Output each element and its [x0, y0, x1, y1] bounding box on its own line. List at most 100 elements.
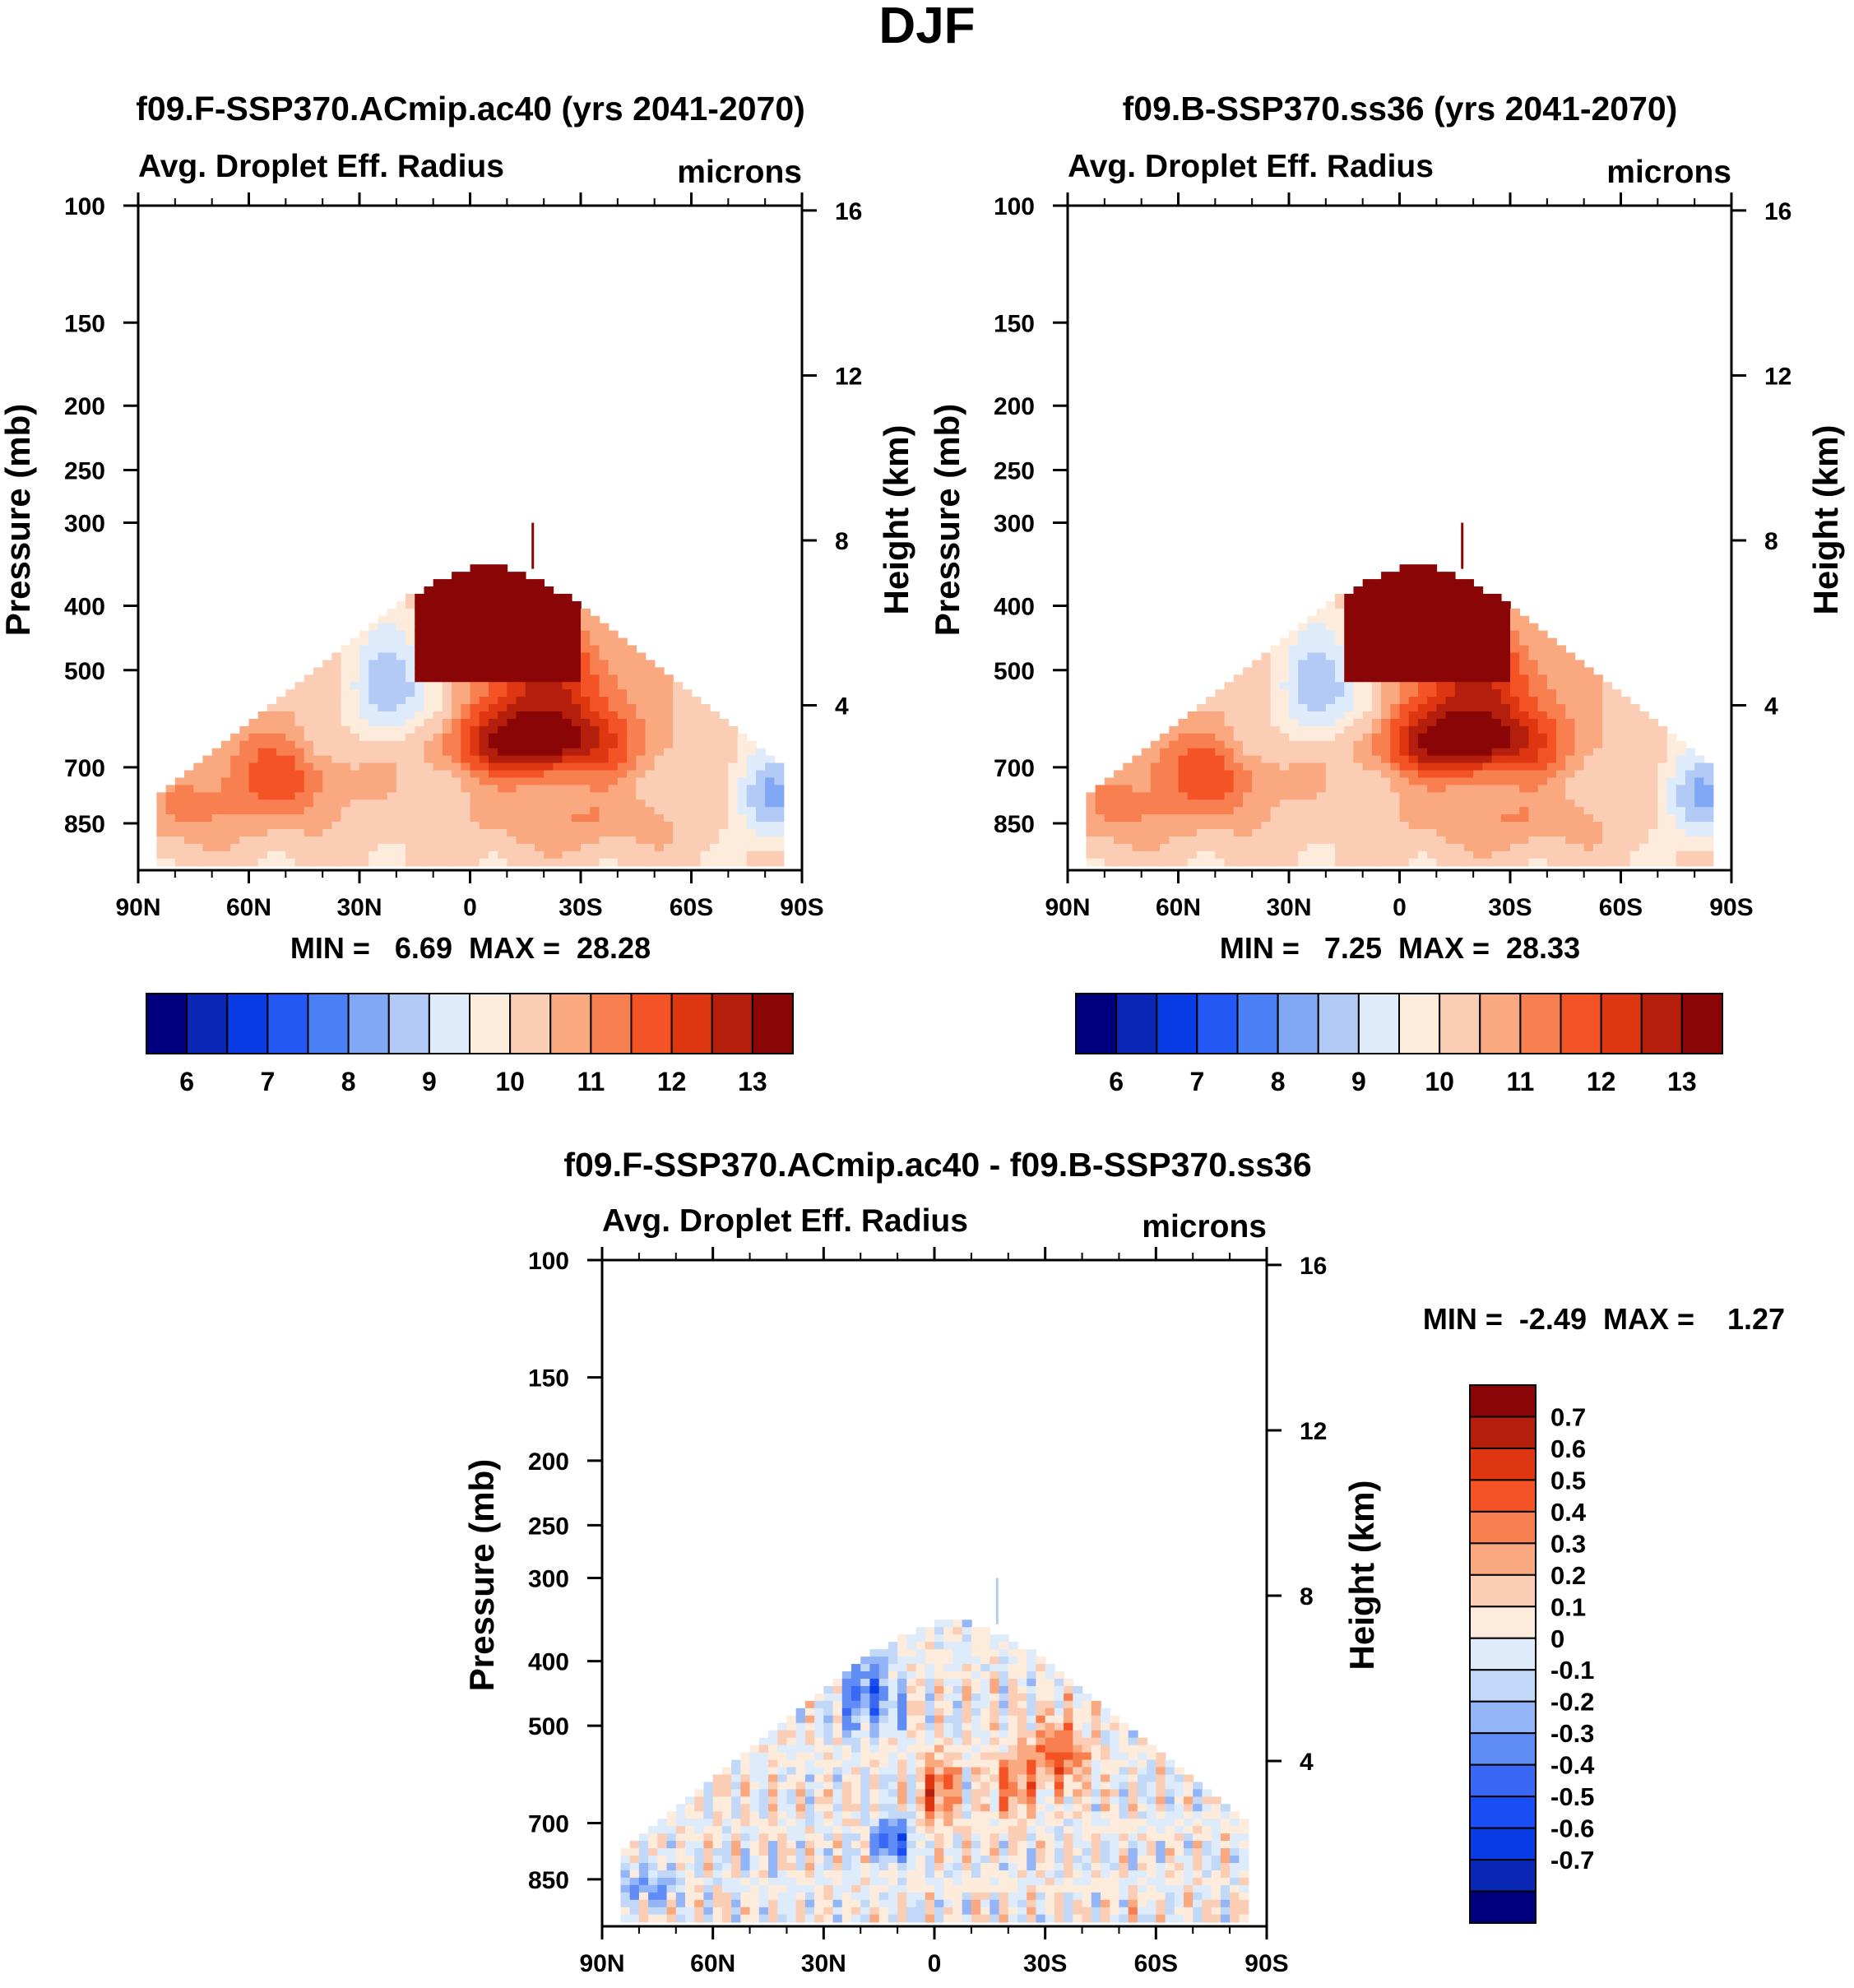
heatmap-cell: [1602, 822, 1613, 830]
heatmap-cell: [396, 608, 406, 617]
heatmap-cell: [758, 1767, 769, 1776]
colorbar-label: 13: [738, 1067, 767, 1096]
heatmap-cell: [1500, 660, 1511, 669]
heatmap-cell: [1445, 836, 1456, 845]
heatmap-cell: [562, 682, 572, 690]
heatmap-cell: [608, 762, 619, 772]
heatmap-cell: [1390, 740, 1401, 749]
heatmap-cell: [1574, 770, 1585, 779]
heatmap-cell: [758, 1907, 769, 1916]
heatmap-cell: [740, 1870, 751, 1879]
heatmap-cell: [851, 1752, 862, 1761]
heatmap-cell: [869, 1737, 880, 1746]
heatmap-cell: [525, 792, 535, 801]
heatmap-cell: [571, 630, 582, 639]
heatmap-cell: [415, 682, 425, 690]
heatmap-cell: [442, 770, 452, 779]
heatmap-cell: [617, 814, 628, 823]
heatmap-cell: [1160, 850, 1170, 860]
heatmap-cell: [516, 674, 526, 684]
heatmap-cell: [1657, 740, 1668, 749]
heatmap-cell: [648, 1870, 659, 1879]
heatmap-cell: [804, 1899, 815, 1908]
heatmap-cell: [304, 822, 314, 830]
heatmap-cell: [1270, 836, 1281, 845]
heatmap-cell: [1289, 748, 1300, 757]
heatmap-cell: [1390, 660, 1401, 669]
heatmap-cell: [1316, 652, 1327, 661]
heatmap-cell: [860, 1737, 871, 1746]
heatmap-cell: [636, 674, 647, 684]
heatmap-cell: [795, 1862, 806, 1871]
heatmap-cell: [1638, 822, 1649, 830]
heatmap-cell: [682, 755, 693, 764]
heatmap-cell: [1629, 725, 1640, 734]
heatmap-cell: [1427, 660, 1438, 669]
heatmap-cell: [184, 829, 195, 837]
heatmap-cell: [452, 770, 462, 779]
heatmap-cell: [507, 697, 517, 705]
heatmap-cell: [897, 1789, 908, 1798]
heatmap-cell: [1307, 660, 1318, 669]
heatmap-cell: [1666, 748, 1677, 757]
heatmap-cell: [814, 1899, 825, 1908]
heatmap-cell: [1298, 652, 1309, 661]
heatmap-cell: [553, 660, 563, 669]
heatmap-cell: [758, 1745, 769, 1754]
heatmap-cell: [461, 822, 471, 830]
heatmap-cell: [267, 858, 277, 867]
heatmap-cell: [1666, 777, 1677, 786]
heatmap-cell: [378, 704, 388, 712]
heatmap-cell: [777, 1819, 788, 1827]
heatmap-cell: [1408, 630, 1419, 639]
heatmap-cell: [719, 770, 730, 779]
heatmap-cell: [1399, 572, 1410, 580]
heatmap-cell: [1491, 770, 1502, 779]
heatmap-cell: [1565, 689, 1576, 697]
heatmap-cell: [906, 1745, 917, 1754]
heatmap-cell: [673, 704, 684, 712]
heatmap-cell: [758, 1833, 769, 1842]
heatmap-cell: [654, 836, 665, 845]
heatmap-cell: [1482, 600, 1493, 609]
heatmap-cell: [1602, 785, 1613, 794]
heatmap-cell: [1500, 718, 1511, 727]
heatmap-cell: [461, 645, 471, 654]
heatmap-cell: [562, 718, 572, 727]
colorbar-label: 8: [1271, 1067, 1286, 1096]
heatmap-cell: [202, 792, 213, 801]
heatmap-cell: [906, 1759, 917, 1768]
heatmap-cell: [804, 1715, 815, 1724]
heatmap-cell: [1261, 682, 1272, 690]
heatmap-cell: [758, 1811, 769, 1820]
heatmap-cell: [1132, 777, 1143, 786]
y-tick-label: 300: [64, 511, 105, 538]
heatmap-cell: [1160, 770, 1170, 779]
heatmap-cell: [581, 637, 591, 646]
heatmap-cell: [1473, 600, 1484, 609]
heatmap-cell: [608, 637, 619, 646]
heatmap-cell: [1390, 858, 1401, 867]
heatmap-cell: [396, 615, 406, 624]
heatmap-cell: [777, 1804, 788, 1813]
heatmap-cell: [294, 843, 305, 852]
heatmap-cell: [479, 667, 489, 676]
heatmap-cell: [534, 697, 545, 705]
heatmap-cell: [1371, 579, 1382, 587]
heatmap-cell: [841, 1774, 852, 1783]
heatmap-cell: [239, 785, 250, 794]
heatmap-cell: [1427, 674, 1438, 684]
heatmap-cell: [1261, 770, 1272, 779]
heatmap-cell: [1454, 711, 1465, 720]
heatmap-cell: [359, 770, 370, 779]
heatmap-cell: [248, 843, 259, 852]
heatmap-cell: [832, 1856, 843, 1864]
heatmap-cell: [193, 785, 204, 794]
heatmap-cell: [590, 807, 600, 815]
heatmap-cell: [461, 630, 471, 639]
heatmap-cell: [1196, 748, 1207, 757]
heatmap-cell: [1556, 792, 1567, 801]
heatmap-cell: [1252, 697, 1263, 705]
heatmap-cell: [1463, 843, 1474, 852]
heatmap-cell: [1104, 785, 1115, 794]
